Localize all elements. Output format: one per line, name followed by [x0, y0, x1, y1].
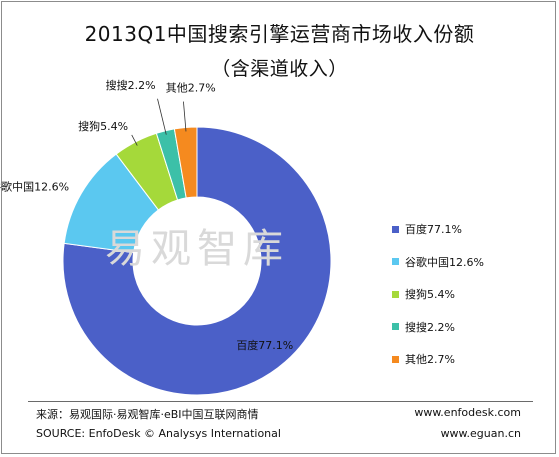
legend-label-0: 百度77.1% — [405, 223, 462, 236]
legend-item-2: 搜狗5.4% — [392, 287, 484, 301]
url-enfodesk: www.enfodesk.com — [414, 406, 521, 419]
legend-label-1: 谷歌中国12.6% — [405, 255, 484, 269]
donut-slice-4 — [173, 126, 198, 199]
source-en: SOURCE: EnfoDesk © Analysys Internationa… — [36, 427, 281, 440]
footer-divider — [28, 401, 533, 402]
leader-line-2 — [131, 134, 138, 146]
leader-line-4 — [183, 101, 187, 132]
chart-subtitle: （含渠道收入） — [211, 58, 348, 80]
donut-slice-0 — [62, 126, 332, 396]
legend-label-4: 其他2.7% — [405, 353, 455, 366]
legend-label-2: 搜狗5.4% — [405, 288, 455, 301]
legend-swatch-0 — [392, 225, 399, 233]
legend: 百度77.1% 谷歌中国12.6% 搜狗5.4% 搜搜2.2% 其他2.7% — [392, 222, 484, 385]
slice-label-4: 其他2.7% — [166, 82, 216, 95]
chart-title: 2013Q1中国搜索引擎运营商市场收入份额 — [84, 22, 475, 46]
legend-item-1: 谷歌中国12.6% — [392, 255, 484, 269]
legend-swatch-3 — [392, 323, 399, 330]
leader-line-3 — [157, 98, 167, 135]
legend-item-4: 其他2.7% — [392, 352, 484, 366]
watermark: 易观智库 — [105, 226, 289, 272]
legend-swatch-1 — [392, 258, 399, 265]
legend-label-3: 搜搜2.2% — [405, 320, 455, 334]
slice-label-0: 百度77.1% — [236, 338, 293, 352]
legend-item-0: 百度77.1% — [392, 222, 484, 236]
legend-item-3: 搜搜2.2% — [392, 320, 484, 334]
slice-label-2: 搜狗5.4% — [78, 119, 128, 133]
source-cn: 来源：易观国际·易观智库·eBI中国互联网商情 — [36, 408, 259, 421]
legend-swatch-4 — [392, 355, 399, 363]
legend-swatch-2 — [392, 290, 399, 298]
slice-label-3: 搜搜2.2% — [106, 78, 156, 92]
url-eguan: www.eguan.cn — [440, 427, 521, 440]
slice-label-1: 谷歌中国12.6% — [0, 179, 69, 193]
